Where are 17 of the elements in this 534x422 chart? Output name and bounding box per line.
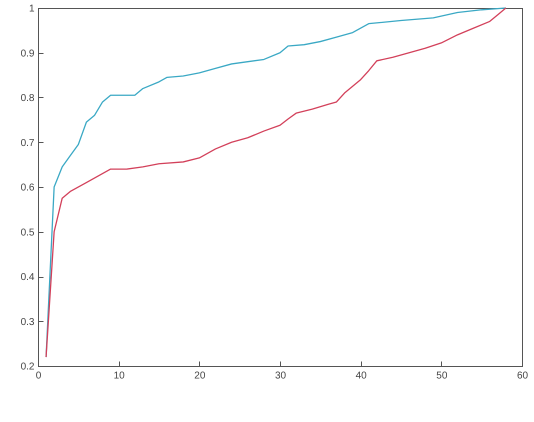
x-tick-label: 30 (274, 370, 286, 382)
y-tick-label: 0.5 (20, 227, 35, 238)
x-tick-label: 50 (436, 370, 448, 382)
x-tick-label: 40 (356, 370, 368, 382)
y-tick-label: 0.3 (20, 316, 35, 328)
x-tick-label: 0 (36, 370, 42, 382)
y-tick-label: 1 (28, 4, 35, 14)
line-series (45, 7, 507, 358)
y-tick-label: 0.6 (20, 182, 35, 194)
y-tick-label: 0.7 (20, 138, 35, 149)
y-tick-label: 0.9 (20, 48, 35, 60)
x-tick-label: 60 (516, 370, 528, 382)
x-tick-label: 20 (194, 370, 206, 382)
y-tick-label: 0.2 (20, 362, 35, 372)
y-tick-label: 0.4 (20, 272, 35, 283)
x-tick-label: 10 (114, 370, 126, 382)
y-tick-label: 0.8 (20, 93, 35, 104)
